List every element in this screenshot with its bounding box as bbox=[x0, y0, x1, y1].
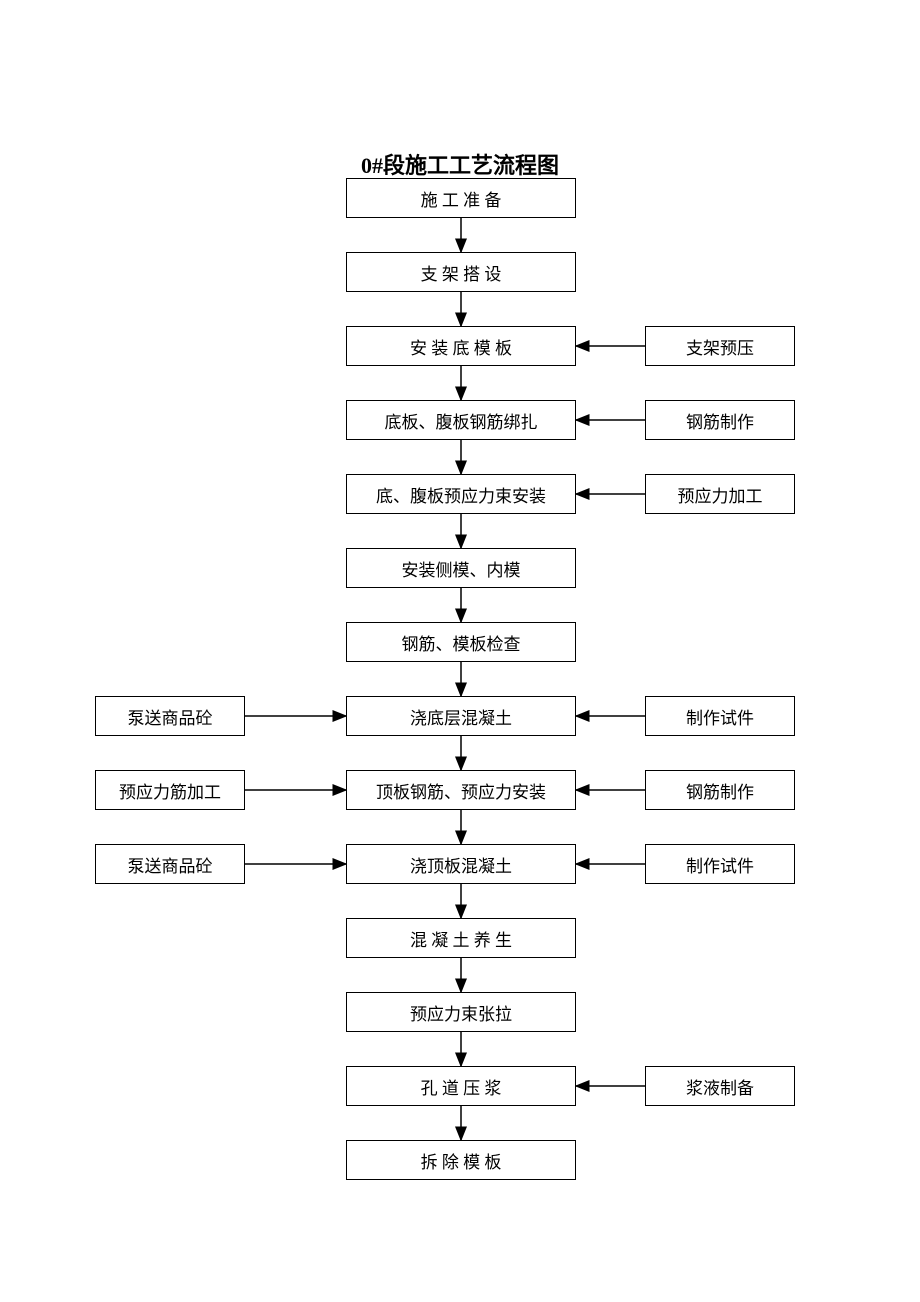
side-node-l9: 泵送商品砼 bbox=[95, 844, 245, 884]
main-node-n7-label: 浇底层混凝土 bbox=[410, 704, 512, 729]
main-node-n0-label: 施 工 准 备 bbox=[421, 186, 502, 211]
main-node-n0: 施 工 准 备 bbox=[346, 178, 576, 218]
side-node-r3-label: 钢筋制作 bbox=[686, 408, 754, 433]
main-node-n1-label: 支 架 搭 设 bbox=[421, 260, 502, 285]
main-node-n10-label: 混 凝 土 养 生 bbox=[410, 926, 512, 951]
main-node-n8-label: 顶板钢筋、预应力安装 bbox=[376, 778, 546, 803]
side-node-r12-label: 浆液制备 bbox=[686, 1074, 754, 1099]
side-node-r2-label: 支架预压 bbox=[686, 334, 754, 359]
side-node-r4-label: 预应力加工 bbox=[678, 482, 763, 507]
main-node-n1: 支 架 搭 设 bbox=[346, 252, 576, 292]
main-node-n5-label: 安装侧模、内模 bbox=[402, 556, 521, 581]
side-node-l8: 预应力筋加工 bbox=[95, 770, 245, 810]
main-node-n12-label: 孔 道 压 浆 bbox=[421, 1074, 502, 1099]
main-node-n11-label: 预应力束张拉 bbox=[410, 1000, 512, 1025]
main-node-n9: 浇顶板混凝土 bbox=[346, 844, 576, 884]
side-node-r8-label: 钢筋制作 bbox=[686, 778, 754, 803]
main-node-n3-label: 底板、腹板钢筋绑扎 bbox=[385, 408, 538, 433]
main-node-n2: 安 装 底 模 板 bbox=[346, 326, 576, 366]
side-node-l9-label: 泵送商品砼 bbox=[128, 852, 213, 877]
main-node-n4: 底、腹板预应力束安装 bbox=[346, 474, 576, 514]
main-node-n3: 底板、腹板钢筋绑扎 bbox=[346, 400, 576, 440]
main-node-n2-label: 安 装 底 模 板 bbox=[410, 334, 512, 359]
main-node-n4-label: 底、腹板预应力束安装 bbox=[376, 482, 546, 507]
main-node-n5: 安装侧模、内模 bbox=[346, 548, 576, 588]
main-node-n7: 浇底层混凝土 bbox=[346, 696, 576, 736]
main-node-n11: 预应力束张拉 bbox=[346, 992, 576, 1032]
side-node-r7: 制作试件 bbox=[645, 696, 795, 736]
side-node-r8: 钢筋制作 bbox=[645, 770, 795, 810]
side-node-r3: 钢筋制作 bbox=[645, 400, 795, 440]
main-node-n13-label: 拆 除 模 板 bbox=[421, 1148, 502, 1173]
side-node-r2: 支架预压 bbox=[645, 326, 795, 366]
side-node-r4: 预应力加工 bbox=[645, 474, 795, 514]
side-node-r9: 制作试件 bbox=[645, 844, 795, 884]
chart-title: 0#段施工工艺流程图 bbox=[0, 148, 920, 180]
side-node-r9-label: 制作试件 bbox=[686, 852, 754, 877]
side-node-l8-label: 预应力筋加工 bbox=[119, 778, 221, 803]
main-node-n9-label: 浇顶板混凝土 bbox=[410, 852, 512, 877]
main-node-n10: 混 凝 土 养 生 bbox=[346, 918, 576, 958]
side-node-r12: 浆液制备 bbox=[645, 1066, 795, 1106]
main-node-n13: 拆 除 模 板 bbox=[346, 1140, 576, 1180]
main-node-n6: 钢筋、模板检查 bbox=[346, 622, 576, 662]
main-node-n12: 孔 道 压 浆 bbox=[346, 1066, 576, 1106]
flowchart-container: 0#段施工工艺流程图 施 工 准 备支 架 搭 设安 装 底 模 板底板、腹板钢… bbox=[0, 0, 920, 1302]
main-node-n6-label: 钢筋、模板检查 bbox=[402, 630, 521, 655]
side-node-l7-label: 泵送商品砼 bbox=[128, 704, 213, 729]
side-node-r7-label: 制作试件 bbox=[686, 704, 754, 729]
side-node-l7: 泵送商品砼 bbox=[95, 696, 245, 736]
main-node-n8: 顶板钢筋、预应力安装 bbox=[346, 770, 576, 810]
